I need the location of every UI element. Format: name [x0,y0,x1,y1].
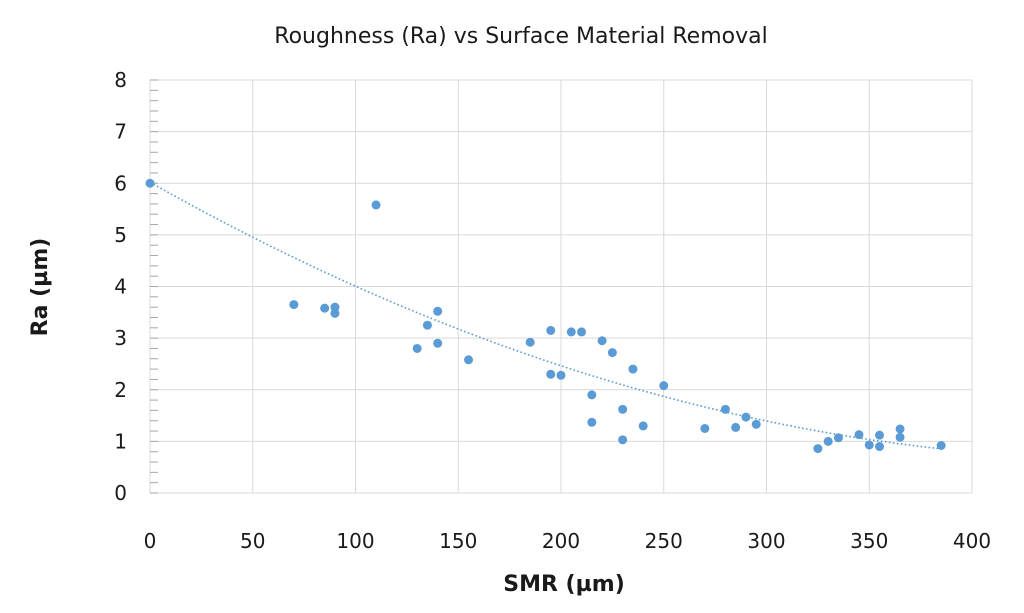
data-point [751,419,761,429]
chart-title: Roughness (Ra) vs Surface Material Remov… [274,24,767,49]
data-point [875,430,885,440]
data-point [659,381,669,391]
data-point [618,404,628,414]
data-point [864,440,874,450]
data-point [556,370,566,380]
data-point [330,302,340,312]
data-point [289,300,299,310]
grid-lines [149,79,973,494]
y-tick-label: 0 [114,481,127,505]
data-point [823,436,833,446]
data-point [720,404,730,414]
trendline-group [149,181,942,450]
data-point [638,421,648,431]
data-point [618,435,628,445]
x-tick-label: 200 [542,529,580,553]
y-tick-label: 6 [114,171,127,195]
y-axis-minor-ticks [150,79,158,494]
x-axis-label: SMR (µm) [503,572,625,597]
data-point [577,327,587,337]
data-point [700,423,710,433]
data-point [371,200,381,210]
data-point [433,306,443,316]
data-point [607,348,617,358]
data-point [546,325,556,335]
data-point [422,320,432,330]
data-point [895,424,905,434]
data-point [546,369,556,379]
x-tick-label: 150 [439,529,477,553]
data-point [854,430,864,440]
y-tick-label: 5 [114,223,127,247]
data-points [145,178,946,454]
y-axis-label: Ra (µm) [28,238,53,337]
data-point [731,422,741,432]
trendline [149,181,942,450]
data-point [936,441,946,451]
x-tick-label: 350 [850,529,888,553]
data-point [525,337,535,347]
x-tick-label: 100 [336,529,374,553]
data-point [875,442,885,452]
y-tick-label: 7 [114,120,127,144]
y-tick-label: 4 [114,275,127,299]
data-point [566,327,576,337]
data-point [330,308,340,318]
x-tick-label: 300 [747,529,785,553]
data-point [587,417,597,427]
data-point [813,444,823,454]
data-point [741,412,751,422]
x-tick-label: 50 [240,529,265,553]
x-tick-label: 250 [645,529,683,553]
data-point [895,432,905,442]
data-point [412,343,422,353]
x-axis-tick-labels: 0 50 100 150 200 250 300 350 400 [144,529,991,553]
data-point [145,178,155,188]
data-point [587,390,597,400]
data-point [320,303,330,313]
data-point [597,336,607,346]
data-point [433,338,443,348]
y-tick-label: 3 [114,326,127,350]
y-tick-label: 2 [114,378,127,402]
x-tick-label: 400 [953,529,991,553]
y-tick-label: 8 [114,68,127,92]
y-tick-label: 1 [114,429,127,453]
y-axis-tick-labels: 0 1 2 3 4 5 6 7 8 [114,68,127,505]
x-tick-label: 0 [144,529,157,553]
data-point [833,433,843,443]
data-point [628,364,638,374]
data-point [464,355,474,365]
